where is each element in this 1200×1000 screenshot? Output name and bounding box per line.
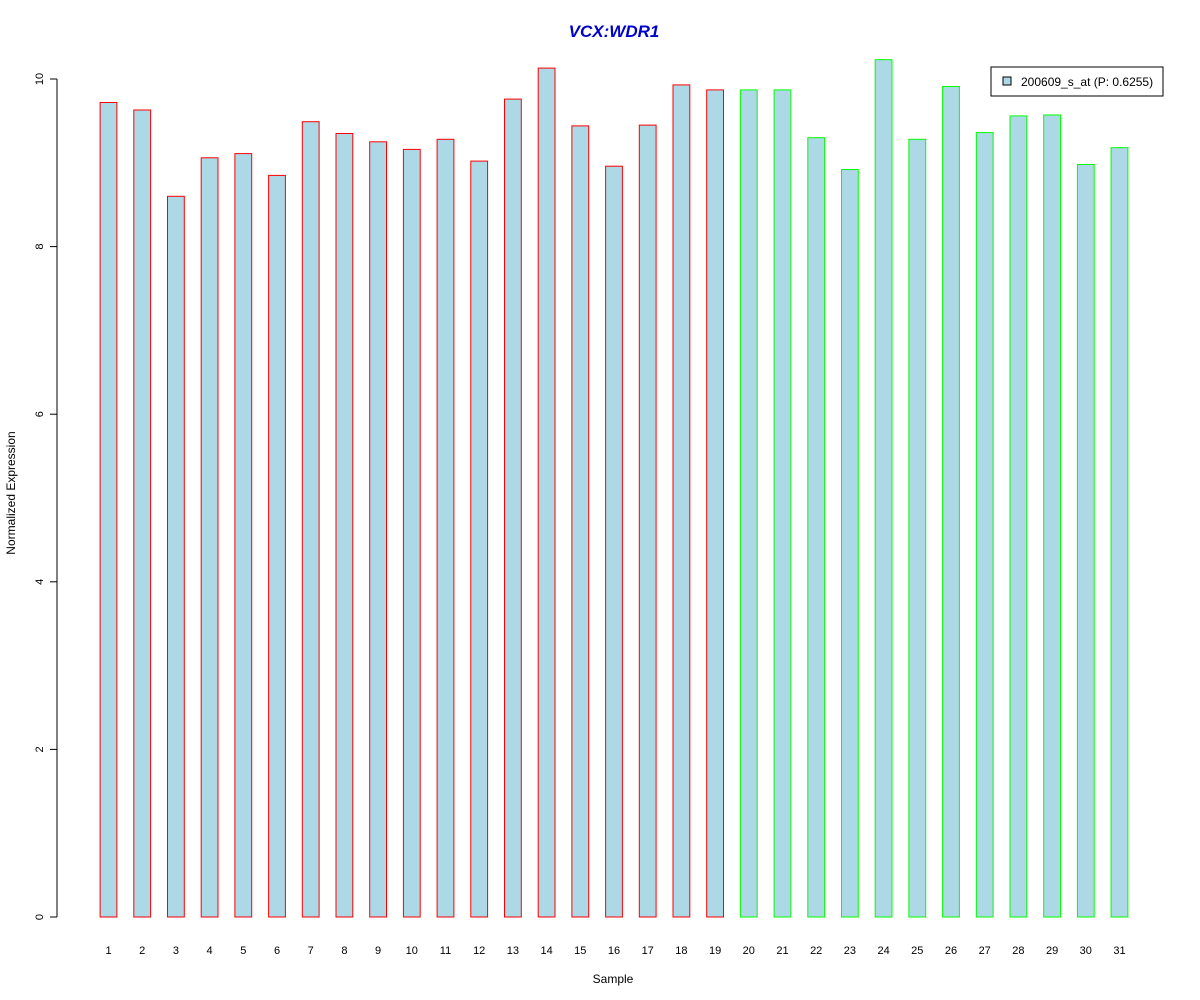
x-tick-label: 26: [945, 945, 957, 957]
y-tick-label: 10: [34, 73, 46, 85]
x-tick-label: 24: [877, 945, 889, 957]
x-tick-label: 9: [375, 945, 381, 957]
x-axis: 1 2 3 4 5 6 7 8 9 10 11 12 13 14 15 16 17 18 19 20 21 22 23 24 2…: [105, 945, 1125, 957]
bar-sample-5: [234, 153, 253, 918]
x-tick-label: 27: [979, 945, 991, 957]
bar-sample-19: [706, 89, 725, 918]
bar-sample-12: [470, 160, 489, 918]
x-tick-label: 20: [743, 945, 755, 957]
y-tick-label: 0: [34, 914, 46, 920]
x-tick-label: 28: [1012, 945, 1024, 957]
legend-swatch: [1002, 76, 1012, 86]
bar-sample-25: [908, 138, 927, 918]
y-tick-label: 2: [34, 746, 46, 752]
bar-sample-3: [167, 195, 185, 918]
x-tick-label: 23: [844, 945, 856, 957]
x-tick-label: 8: [341, 945, 347, 957]
x-tick-label: 29: [1046, 945, 1058, 957]
x-tick-label: 16: [608, 945, 620, 957]
chart-title: VCX:WDR1: [569, 22, 660, 41]
y-axis: 0 2 4 6 8 10: [34, 73, 58, 920]
bar-sample-30: [1076, 164, 1095, 918]
bar-sample-2: [133, 109, 152, 918]
bar-sample-27: [975, 132, 994, 918]
legend-box: [990, 66, 1164, 97]
x-tick-label: 21: [776, 945, 788, 957]
x-tick-label: 7: [308, 945, 314, 957]
x-tick-label: 11: [440, 945, 451, 957]
y-tick-label: 8: [34, 244, 46, 250]
bar-sample-8: [335, 133, 354, 918]
bar-sample-9: [369, 141, 388, 918]
x-tick-label: 10: [406, 945, 418, 957]
x-tick-label: 25: [911, 945, 923, 957]
x-tick-label: 13: [507, 945, 519, 957]
bar-sample-17: [638, 124, 657, 918]
bar-sample-7: [301, 121, 320, 918]
bar-sample-20: [739, 89, 758, 918]
legend: 200609_s_at (P: 0.6255): [990, 66, 1164, 97]
x-tick-label: 15: [574, 945, 586, 957]
x-tick-label: 4: [207, 945, 213, 957]
legend-label: 200609_s_at (P: 0.6255): [1021, 75, 1153, 89]
y-tick-label: 4: [34, 579, 46, 585]
y-axis-label: Normalized Expression: [4, 431, 18, 554]
x-tick-label: 31: [1113, 945, 1125, 957]
bars: [99, 59, 1129, 918]
bar-sample-31: [1110, 147, 1129, 918]
bar-sample-24: [874, 59, 893, 918]
x-tick-label: 1: [105, 945, 111, 957]
bar-sample-13: [504, 98, 522, 918]
bar-sample-15: [571, 125, 590, 918]
bar-sample-28: [1009, 115, 1028, 918]
x-tick-label: 3: [173, 945, 179, 957]
bar-sample-18: [672, 84, 691, 918]
x-tick-label: 17: [642, 945, 654, 957]
bar-sample-6: [268, 174, 286, 918]
x-tick-label: 30: [1080, 945, 1092, 957]
x-tick-label: 5: [240, 945, 246, 957]
bar-sample-23: [841, 169, 859, 918]
bar-sample-26: [942, 86, 960, 918]
bar-sample-22: [807, 137, 826, 918]
bar-sample-1: [99, 102, 118, 918]
bar-sample-10: [402, 148, 421, 918]
bar-sample-16: [605, 165, 623, 918]
x-tick-label: 6: [274, 945, 280, 957]
x-tick-label: 12: [473, 945, 485, 957]
y-tick-label: 6: [34, 411, 46, 417]
bar-sample-4: [200, 157, 219, 918]
bar-sample-11: [436, 138, 455, 918]
x-tick-label: 2: [139, 945, 145, 957]
bar-sample-14: [537, 67, 556, 918]
x-axis-label: Sample: [593, 972, 634, 986]
x-tick-label: 22: [810, 945, 822, 957]
x-tick-label: 14: [540, 945, 552, 957]
x-tick-label: 19: [709, 945, 721, 957]
x-tick-label: 18: [675, 945, 687, 957]
bar-sample-21: [773, 89, 792, 918]
bar-sample-29: [1043, 114, 1061, 918]
